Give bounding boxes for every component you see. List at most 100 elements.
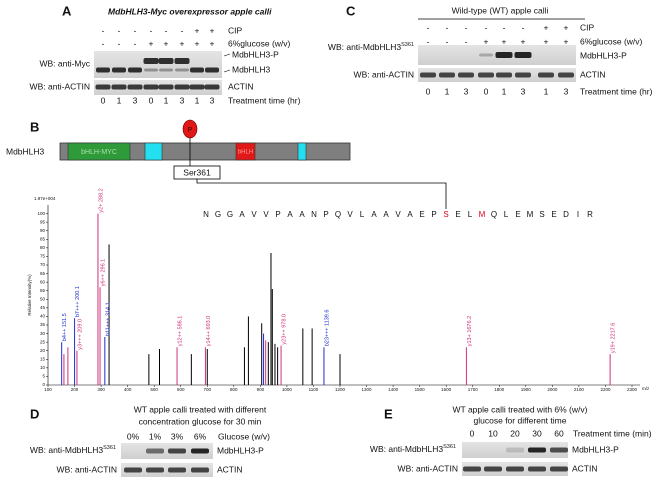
x-tick-label: 1800 bbox=[494, 387, 505, 392]
condition-sign: + bbox=[210, 38, 215, 48]
blot-band bbox=[479, 53, 493, 57]
blot-band bbox=[168, 448, 186, 454]
residue: L bbox=[360, 210, 365, 219]
lane-label: 30 bbox=[532, 428, 542, 438]
residue: R bbox=[587, 210, 593, 219]
time-label: 1 bbox=[164, 95, 169, 105]
time-label: 1 bbox=[195, 95, 200, 105]
x-tick-label: 100 bbox=[44, 387, 52, 392]
condition-sign: - bbox=[102, 38, 105, 48]
condition-label: 6%glucose (w/v) bbox=[580, 36, 643, 46]
x-tick-label: 300 bbox=[97, 387, 105, 392]
antibody-label: WB: anti-ACTIN bbox=[30, 81, 90, 91]
x-tick-label: 200 bbox=[71, 387, 79, 392]
condition-sign: + bbox=[210, 25, 215, 35]
time-label: 3 bbox=[564, 86, 569, 96]
x-tick-label: 2300 bbox=[627, 387, 638, 392]
x-tick-label: 1300 bbox=[362, 387, 373, 392]
residue: M bbox=[479, 210, 486, 219]
blot-band bbox=[144, 68, 158, 72]
peak-label: b11+++ 314.1 bbox=[105, 302, 111, 336]
y-tick-label: 10 bbox=[40, 365, 46, 370]
blot-band bbox=[506, 466, 524, 472]
residue: V bbox=[251, 210, 257, 219]
blot-band bbox=[146, 467, 164, 473]
x-tick-label: 1200 bbox=[335, 387, 346, 392]
y-tick-label: 85 bbox=[40, 236, 46, 241]
peak-label: y3+++ 209.0 bbox=[77, 319, 83, 350]
x-tick-label: 1400 bbox=[388, 387, 399, 392]
peak-label: y13+ 1676.2 bbox=[467, 316, 473, 346]
blot-band bbox=[112, 67, 126, 73]
peak-label: b7+++ 200.1 bbox=[75, 286, 81, 317]
band-label: ACTIN bbox=[572, 463, 598, 473]
x-tick-label: 1900 bbox=[521, 387, 532, 392]
domain bbox=[67, 142, 131, 161]
blot-band bbox=[124, 467, 142, 473]
x-tick-label: 2200 bbox=[600, 387, 611, 392]
time-label: 0 bbox=[149, 95, 154, 105]
y-tick-label: 90 bbox=[40, 228, 46, 233]
residue: A bbox=[299, 210, 305, 219]
blot-band bbox=[478, 72, 494, 78]
condition-sign: + bbox=[149, 38, 154, 48]
lane-label: 20 bbox=[510, 428, 520, 438]
condition-sign: + bbox=[164, 38, 169, 48]
protein-bar bbox=[59, 142, 351, 161]
motif bbox=[144, 142, 163, 161]
panel-title: Wild-type (WT) apple calli bbox=[452, 5, 549, 15]
residue: S bbox=[443, 210, 448, 219]
peak-label: y19+ 2217.6 bbox=[611, 323, 617, 353]
residue: D bbox=[563, 210, 569, 219]
peak-label: y12++ 586.1 bbox=[177, 316, 183, 347]
condition-sign: - bbox=[118, 25, 121, 35]
condition-sign: + bbox=[195, 25, 200, 35]
blot-band bbox=[550, 466, 568, 472]
time-label: 1 bbox=[445, 86, 450, 96]
blot-band bbox=[189, 84, 205, 90]
residue: E bbox=[551, 210, 556, 219]
residue: V bbox=[395, 210, 401, 219]
time-label: 1 bbox=[544, 86, 549, 96]
blot-band bbox=[204, 84, 220, 90]
blot-band bbox=[528, 447, 546, 453]
time-label: 1 bbox=[502, 86, 507, 96]
residue: M bbox=[527, 210, 534, 219]
band-label: ACTIN bbox=[580, 69, 606, 79]
lane-label: 3% bbox=[171, 431, 184, 441]
panel-label: E bbox=[384, 406, 393, 421]
protein-name: MdbHLH3 bbox=[6, 146, 45, 156]
x-tick-label: 800 bbox=[230, 387, 238, 392]
panel-label: B bbox=[30, 119, 39, 134]
domain-label: bHLH bbox=[238, 150, 253, 156]
blot-band bbox=[127, 84, 143, 90]
residue: L bbox=[468, 210, 473, 219]
blot-band bbox=[159, 68, 173, 72]
blot-band bbox=[146, 448, 164, 454]
blot-membrane bbox=[121, 443, 213, 459]
blot-band bbox=[538, 72, 554, 78]
x-tick-label: 600 bbox=[177, 387, 185, 392]
lane-axis-label: Treatment time (min) bbox=[573, 428, 652, 438]
x-axis-label: m/z bbox=[642, 386, 650, 391]
time-axis-label: Treatment time (hr) bbox=[580, 86, 653, 96]
peak-label: y6++ 296.1 bbox=[101, 259, 107, 287]
y-tick-label: 40 bbox=[40, 314, 46, 319]
y-tick-label: 65 bbox=[40, 271, 46, 276]
condition-sign: - bbox=[446, 36, 449, 46]
antibody-label: WB: anti-MdbHLH3S361 bbox=[30, 445, 116, 455]
condition-sign: + bbox=[564, 22, 569, 32]
blot-band bbox=[168, 467, 186, 473]
condition-sign: + bbox=[180, 38, 185, 48]
condition-sign: - bbox=[465, 22, 468, 32]
y-tick-label: 60 bbox=[40, 279, 46, 284]
blot-band bbox=[174, 58, 190, 64]
residue: A bbox=[371, 210, 377, 219]
time-label: 0 bbox=[426, 86, 431, 96]
y-tick-label: 70 bbox=[40, 262, 46, 267]
blot-band bbox=[550, 447, 568, 453]
condition-sign: - bbox=[503, 22, 506, 32]
x-tick-label: 400 bbox=[124, 387, 132, 392]
x-tick-label: 900 bbox=[257, 387, 265, 392]
time-label: 3 bbox=[464, 86, 469, 96]
